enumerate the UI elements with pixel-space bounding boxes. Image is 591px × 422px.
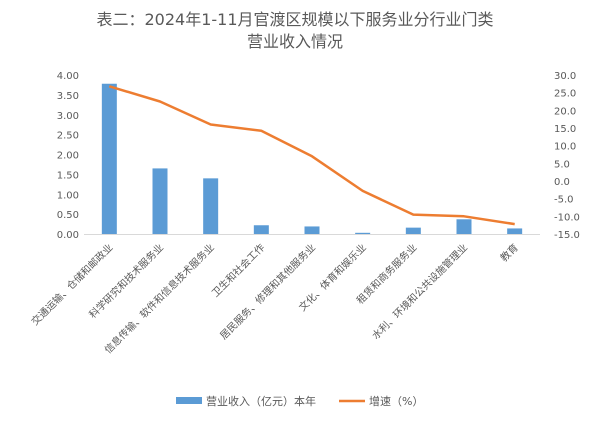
x-category-label: 教育 [497, 241, 520, 264]
bar [507, 228, 523, 234]
y-right-tick-label: 30.0 [554, 71, 576, 82]
bar [405, 227, 421, 234]
y-right-tick-label: -15.0 [554, 230, 580, 241]
y-left-tick-label: 0.00 [57, 230, 79, 241]
y-left-tick-label: 1.00 [57, 190, 79, 201]
y-left-tick-label: 2.00 [57, 151, 79, 162]
bar [355, 232, 371, 234]
y-right-tick-label: -10.0 [554, 212, 580, 223]
y-right-tick-label: 20.0 [554, 106, 576, 117]
bar [456, 219, 472, 234]
y-left-tick-label: 3.50 [57, 91, 79, 102]
x-category-label: 居民服务、修理和其他服务业 [217, 241, 318, 342]
y-left-tick-label: 3.00 [57, 111, 79, 122]
growth-line [108, 85, 515, 226]
y-left-tick-label: 0.50 [57, 210, 79, 221]
legend-swatch-revenue [176, 397, 202, 404]
bar [253, 225, 269, 234]
y-right-tick-label: 10.0 [554, 142, 576, 153]
plot-area: 0.00 0.50 1.00 1.50 2.00 2.50 3.00 3.50 4.00 -15.… [28, 71, 579, 356]
x-category-label: 信息传输、软件和信息技术服务业 [102, 241, 217, 356]
y-right-tick-label: 25.0 [554, 89, 576, 100]
x-category-label: 交通运输、仓储和邮政业 [28, 241, 115, 328]
y-right-tick-label: 15.0 [554, 124, 576, 135]
y-left-tick-label: 4.00 [57, 71, 79, 82]
x-category-label: 水利、环境和公共设施管理业 [369, 241, 470, 342]
y-right-tick-label: -5.0 [554, 195, 574, 206]
y-left-tick-label: 2.50 [57, 131, 79, 142]
y-right-tick-label: 5.0 [554, 159, 570, 170]
chart-title-line-2: 营业收入情况 [247, 32, 343, 51]
legend: 营业收入（亿元）本年 增速（%） [176, 394, 423, 408]
x-category-label: 卫生和社会工作 [209, 241, 268, 300]
bar [203, 178, 219, 234]
bar [304, 226, 320, 234]
legend-label-growth: 增速（%） [369, 394, 423, 408]
bar [101, 83, 117, 235]
legend-label-revenue: 营业收入（亿元）本年 [206, 394, 316, 408]
bar [152, 168, 168, 234]
y-right-tick-label: 0.0 [554, 177, 570, 188]
chart-title-line-1: 表二：2024年1-11月官渡区规模以下服务业分行业门类 [96, 10, 493, 29]
y-left-tick-label: 1.50 [57, 170, 79, 181]
